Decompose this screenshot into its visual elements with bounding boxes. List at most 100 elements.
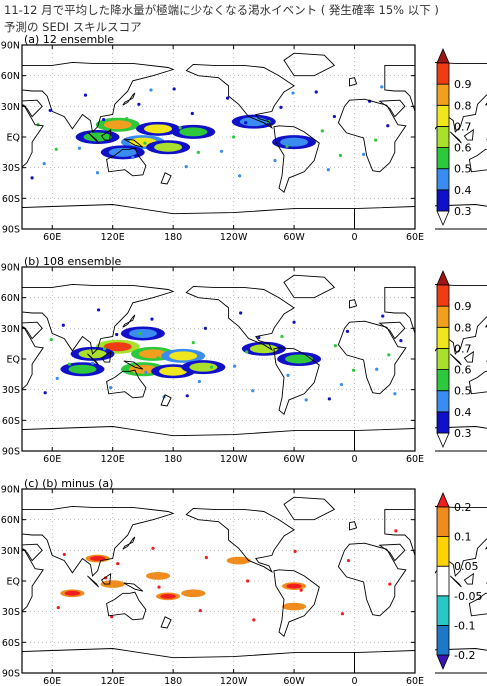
colorbar-box xyxy=(436,565,450,597)
colorbar-box xyxy=(436,62,450,85)
coastline xyxy=(100,572,112,585)
data-speck xyxy=(291,91,295,95)
coastline xyxy=(160,172,172,185)
coastline xyxy=(337,542,407,617)
data-speck xyxy=(198,609,202,613)
x-tick-label: 180 xyxy=(164,676,182,686)
data-speck xyxy=(257,335,261,340)
data-region-core xyxy=(128,328,157,338)
panel-title: (c) (b) minus (a) xyxy=(24,477,113,490)
data-region-core xyxy=(185,590,202,596)
data-speck xyxy=(244,121,248,125)
coastline xyxy=(21,283,175,355)
data-region-core xyxy=(286,583,302,589)
data-speck xyxy=(54,147,58,151)
coastline xyxy=(463,350,474,363)
data-speck xyxy=(67,362,71,366)
colorbar-label: 0.5 xyxy=(454,163,472,176)
data-region-core xyxy=(139,349,167,359)
data-region-core xyxy=(104,581,121,587)
coastline xyxy=(337,320,407,395)
y-tick-label: 30N xyxy=(1,324,20,335)
data-speck xyxy=(143,141,147,145)
data-speck xyxy=(252,618,256,622)
colorbar-label: 0.05 xyxy=(454,560,479,573)
colorbar-box xyxy=(436,625,450,656)
data-speck xyxy=(299,588,303,592)
colorbar-label: 0.1 xyxy=(454,531,472,544)
data-speck xyxy=(225,96,230,100)
data-speck xyxy=(393,392,397,396)
data-speck xyxy=(172,87,176,91)
data-speck xyxy=(109,386,113,390)
data-region-core xyxy=(144,124,173,134)
data-speck xyxy=(293,549,297,553)
data-speck xyxy=(320,129,324,133)
coastline xyxy=(283,496,336,521)
data-speck xyxy=(362,152,366,156)
data-speck xyxy=(351,368,356,372)
colorbar-triangle-low xyxy=(436,432,450,449)
y-tick-label: 60N xyxy=(1,515,20,526)
colorbar-label: 0.5 xyxy=(454,385,472,398)
data-region-core xyxy=(160,593,176,599)
data-region-core xyxy=(286,604,302,610)
figure-title-line1: 11-12 月で平均した降水量が極端に少なくなる渇水イベント ( 発生確率 15… xyxy=(4,3,439,17)
colorbar-label: 0.4 xyxy=(454,184,472,197)
data-speck xyxy=(292,320,296,324)
data-speck xyxy=(157,585,161,589)
colorbar-box xyxy=(436,326,450,349)
coastline xyxy=(87,575,99,588)
y-tick-label: 60S xyxy=(2,638,20,649)
data-region-core xyxy=(89,556,106,561)
data-speck xyxy=(197,379,201,384)
coastline xyxy=(185,63,295,130)
data-speck xyxy=(251,389,255,393)
coastline xyxy=(106,369,147,399)
coastline xyxy=(21,505,175,577)
data-speck xyxy=(48,108,52,113)
x-tick-label: 0 xyxy=(352,232,358,243)
data-region-core xyxy=(230,558,247,564)
coastline xyxy=(283,52,336,77)
mask-right xyxy=(415,265,435,453)
x-tick-label: 180 xyxy=(164,232,182,243)
colorbar-box xyxy=(436,305,450,328)
mask-left xyxy=(0,265,22,453)
colorbar-label: -0.1 xyxy=(454,619,475,632)
data-region-core xyxy=(169,351,198,361)
data-speck xyxy=(279,105,283,109)
coastline xyxy=(449,131,462,144)
data-speck xyxy=(239,311,243,315)
data-speck xyxy=(333,344,337,348)
mask-left xyxy=(0,487,22,675)
x-tick-label: 0 xyxy=(352,454,358,465)
data-speck xyxy=(346,558,351,563)
colorbar-label: 0.6 xyxy=(454,142,472,155)
y-tick-label: 90S xyxy=(2,669,20,680)
mask-right xyxy=(415,487,435,675)
data-speck xyxy=(61,323,65,327)
data-speck xyxy=(203,326,207,330)
x-tick-label: 60W xyxy=(283,454,305,465)
data-speck xyxy=(394,529,398,533)
coastline xyxy=(384,61,487,133)
data-speck xyxy=(96,308,101,312)
colorbar-label: 0.2 xyxy=(454,501,472,514)
coastline xyxy=(122,314,136,328)
data-region-core xyxy=(179,127,208,137)
coastline xyxy=(273,569,320,637)
data-speck xyxy=(49,337,53,342)
y-tick-label: EQ xyxy=(7,577,20,588)
colorbar-label: 0.7 xyxy=(454,120,472,133)
data-speck xyxy=(386,124,390,128)
colorbar-box xyxy=(436,147,450,170)
colorbar-label: 0.6 xyxy=(454,364,472,377)
x-tick-label: 180 xyxy=(164,454,182,465)
x-tick-label: 60E xyxy=(43,454,61,465)
data-speck xyxy=(246,579,250,583)
data-speck xyxy=(90,361,95,365)
data-region-core xyxy=(154,142,183,152)
data-speck xyxy=(56,605,60,610)
coastline xyxy=(185,507,295,574)
